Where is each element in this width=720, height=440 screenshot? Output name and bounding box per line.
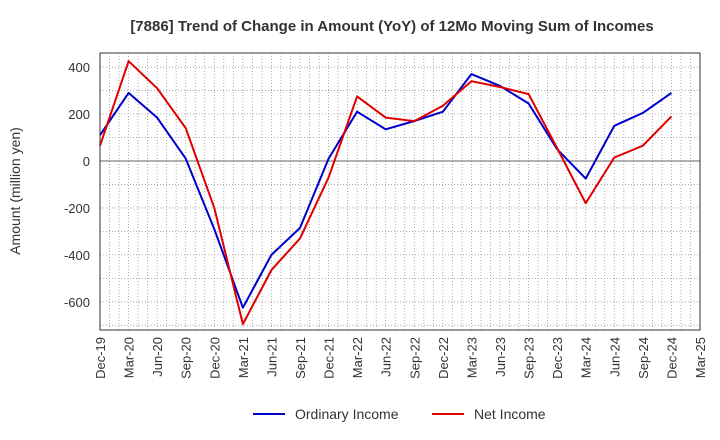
series-layer	[99, 60, 673, 326]
x-tick-label: Dec-21	[322, 337, 337, 379]
y-tick-label: -200	[64, 201, 90, 216]
x-tick-label: Jun-21	[264, 337, 279, 377]
x-tick-label: Mar-25	[693, 337, 708, 378]
x-tick-label: Mar-22	[350, 337, 365, 378]
x-tick-label: Dec-22	[436, 337, 451, 379]
series-line-2	[99, 60, 673, 326]
x-tick-label: Mar-24	[579, 337, 594, 378]
chart-title: [7886] Trend of Change in Amount (YoY) o…	[130, 18, 653, 35]
x-tick-label: Jun-20	[150, 337, 165, 377]
x-tick-label: Sep-24	[636, 337, 651, 379]
x-tick-label: Dec-20	[207, 337, 222, 379]
x-tick-label: Jun-24	[607, 337, 622, 377]
x-tick-label: Sep-23	[522, 337, 537, 379]
y-tick-label: 0	[83, 154, 90, 169]
x-tick-label: Sep-21	[293, 337, 308, 379]
grid	[100, 53, 700, 330]
y-axis-title: Amount (million yen)	[7, 127, 23, 255]
y-tick-label: 200	[68, 107, 90, 122]
x-tick-label: Jun-22	[379, 337, 394, 377]
x-tick-label: Jun-23	[493, 337, 508, 377]
plot-frame	[99, 52, 701, 331]
legend: Ordinary Income Net Income	[253, 406, 546, 422]
y-tick-label: -400	[64, 248, 90, 263]
legend-label-2: Net Income	[474, 406, 546, 422]
x-tick-label: Sep-20	[179, 337, 194, 379]
y-tick-label: -600	[64, 295, 90, 310]
legend-label-1: Ordinary Income	[295, 406, 399, 422]
x-tick-label: Dec-24	[664, 337, 679, 379]
series-line-1	[99, 73, 672, 309]
x-tick-label: Dec-23	[550, 337, 565, 379]
x-tick-label: Mar-20	[122, 337, 137, 378]
x-tick-label: Dec-19	[93, 337, 108, 379]
x-tick-labels: Dec-19 Mar-20 Jun-20 Sep-20 Dec-20 Mar-21 Jun-…	[93, 337, 708, 379]
y-tick-labels: 400 200 0 -200 -400 -600	[64, 60, 90, 310]
x-tick-label: Mar-21	[236, 337, 251, 378]
x-tick-label: Sep-22	[407, 337, 422, 379]
y-tick-label: 400	[68, 60, 90, 75]
x-tick-label: Mar-23	[464, 337, 479, 378]
